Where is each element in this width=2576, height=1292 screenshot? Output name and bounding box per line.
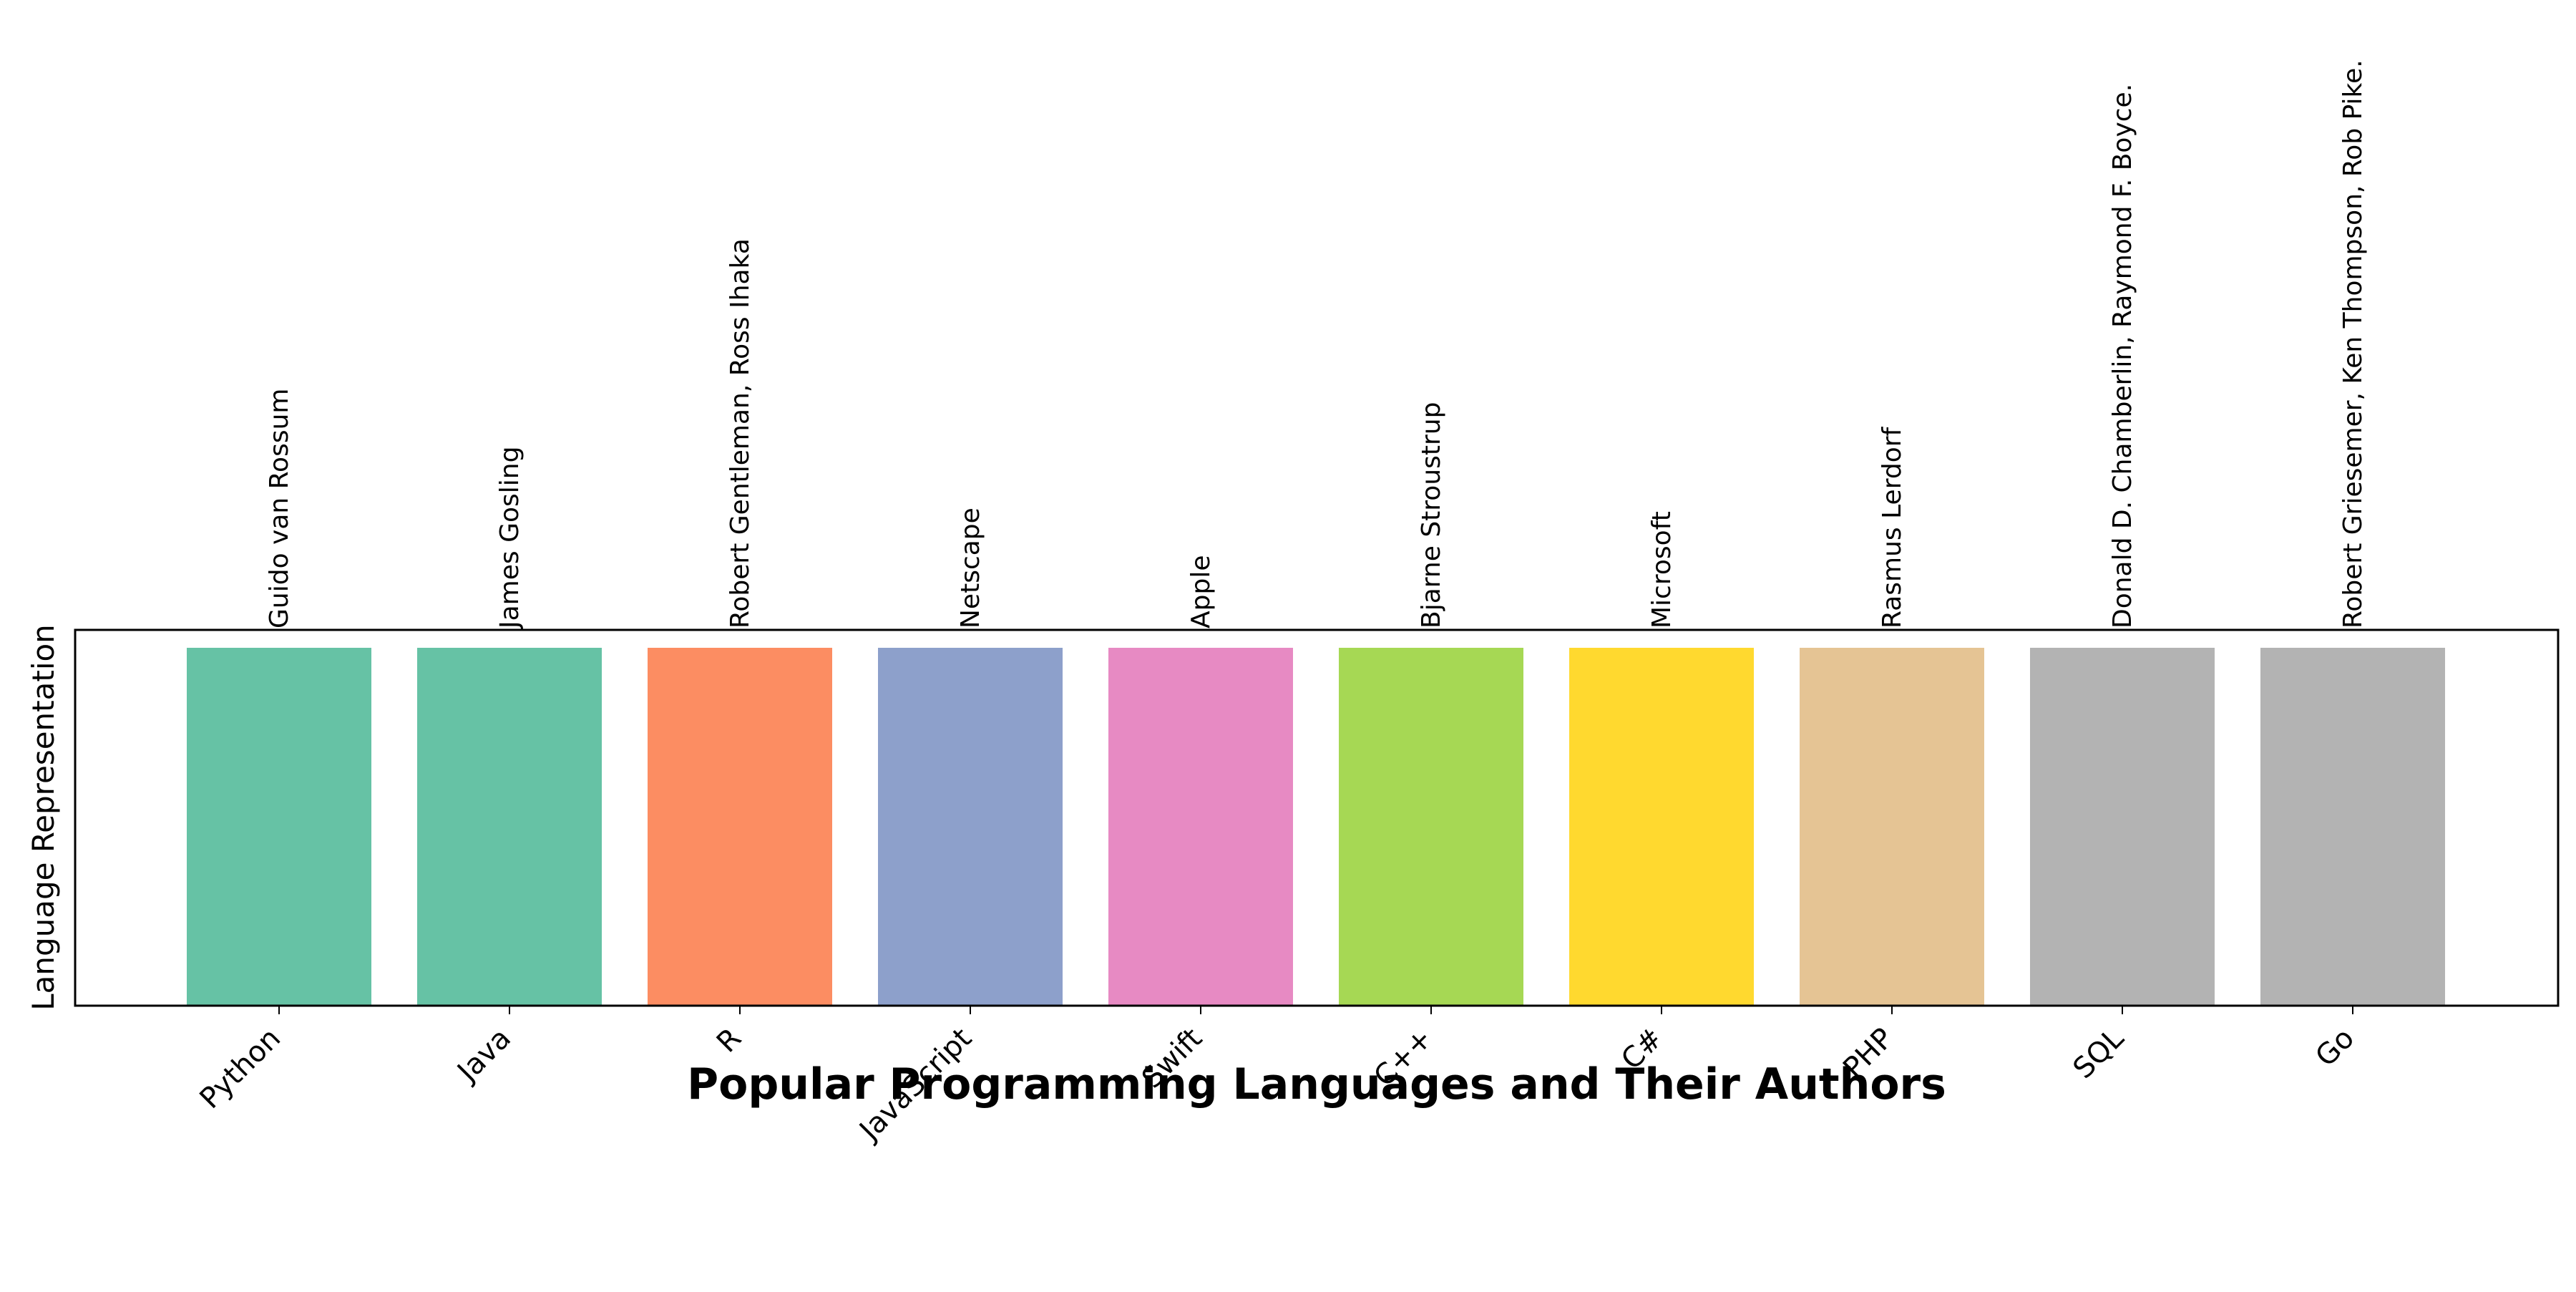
- y-axis-label: Language Representation: [26, 624, 61, 1011]
- bar-javascript: [878, 648, 1063, 1006]
- bar-annotation: Netscape: [956, 507, 985, 628]
- bar-python: [187, 648, 371, 1006]
- bar-annotation: Donald D. Chamberlin, Raymond F. Boyce.: [2108, 84, 2137, 628]
- bar-swift: [1108, 648, 1293, 1006]
- bar-annotation: Robert Gentleman, Ross Ihaka: [726, 238, 755, 628]
- bar-annotation: Robert Griesemer, Ken Thompson, Rob Pike…: [2338, 59, 2368, 628]
- bar-annotation: Guido van Rossum: [265, 389, 294, 628]
- bar-c-: [1569, 648, 1754, 1006]
- bar-c-: [1339, 648, 1523, 1006]
- bar-r: [648, 648, 832, 1006]
- bar-java: [417, 648, 602, 1006]
- bar-annotation: Bjarne Stroustrup: [1417, 402, 1446, 629]
- bar-sql: [2030, 648, 2215, 1006]
- bar-annotations-group: Guido van Rossum James Gosling Robert Gent…: [265, 59, 2368, 630]
- bar-annotation: Apple: [1186, 555, 1216, 628]
- chart-title: Popular Programming Languages and Their …: [687, 1059, 1946, 1109]
- bar-annotation: James Gosling: [495, 447, 525, 630]
- bar-go: [2260, 648, 2445, 1006]
- bar-php: [1800, 648, 1984, 1006]
- plot-area-frame: [74, 628, 2560, 1007]
- bars-group: [187, 648, 2445, 1006]
- bar-annotation: Rasmus Lerdorf: [1878, 426, 1907, 628]
- bar-annotation: Microsoft: [1647, 511, 1677, 628]
